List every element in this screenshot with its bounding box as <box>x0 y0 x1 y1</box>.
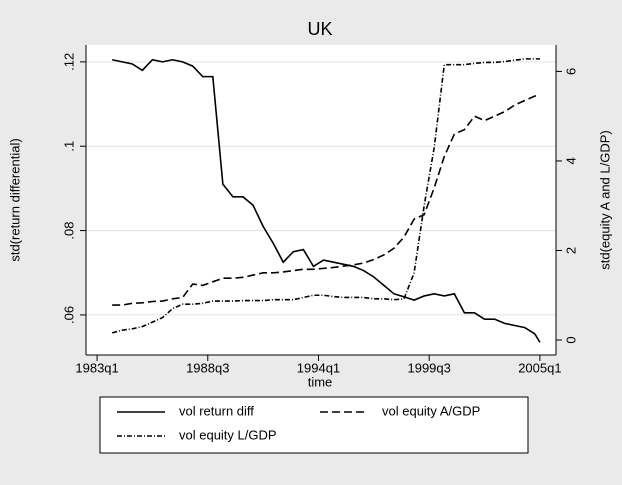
y2-tick-label: 0 <box>563 336 578 343</box>
x-tick-label: 1994q1 <box>297 360 340 375</box>
y2-tick-label: 2 <box>563 247 578 254</box>
chart-title: UK <box>307 19 332 39</box>
x-tick-label: 1983q1 <box>75 360 118 375</box>
x-tick-label: 2005q1 <box>518 360 561 375</box>
legend-label: vol equity A/GDP <box>382 403 480 418</box>
y-tick-label: .1 <box>61 141 76 152</box>
series-line <box>111 58 540 334</box>
y2-tick-label: 4 <box>563 157 578 164</box>
y-tick-label: .12 <box>61 53 76 71</box>
plot-area <box>86 45 556 355</box>
y2-tick-label: 6 <box>563 68 578 75</box>
x-tick-label: 1999q3 <box>407 360 450 375</box>
y-tick-label: .06 <box>61 306 76 324</box>
x-axis-title: time <box>308 374 333 389</box>
series-line <box>112 95 540 306</box>
y2-axis-title: std(equity A and L/GDP) <box>597 130 612 269</box>
legend-label: vol equity L/GDP <box>179 427 277 442</box>
legend <box>99 396 529 454</box>
legend-label: vol return diff <box>179 403 254 418</box>
series-line <box>112 58 541 343</box>
x-tick-label: 1988q3 <box>186 360 229 375</box>
y-tick-label: .08 <box>61 222 76 240</box>
y-axis-title: std(return differential) <box>7 138 22 261</box>
